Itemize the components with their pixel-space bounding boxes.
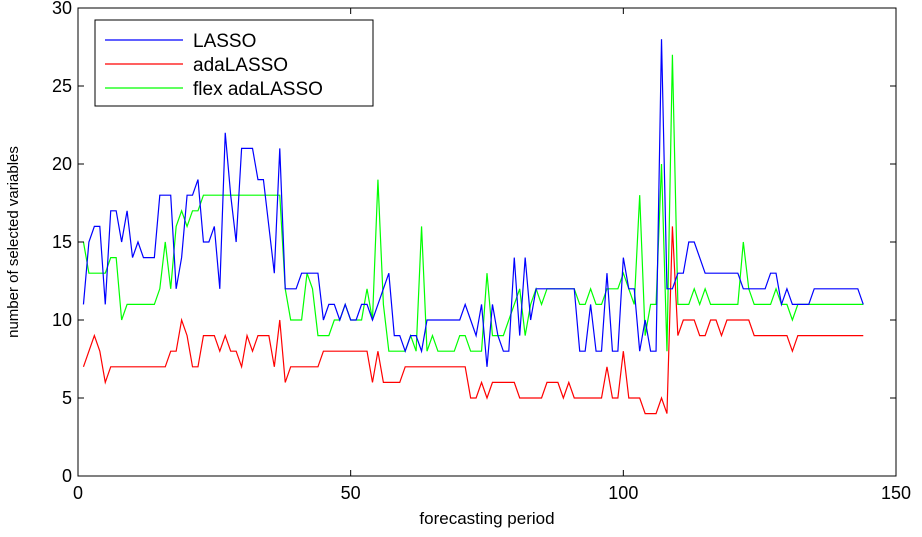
plot-frame: [77, 7, 897, 477]
frame-layer: [77, 7, 897, 477]
x-tick-label: 50: [341, 483, 361, 503]
series-line-flex-adalasso: [82, 54, 864, 352]
series-line-lasso: [82, 39, 864, 367]
x-axis-label: forecasting period: [419, 509, 554, 528]
y-tick-label: 30: [52, 0, 72, 18]
y-tick-label: 15: [52, 232, 72, 252]
series-layer: [82, 39, 864, 415]
y-tick-label: 5: [62, 388, 72, 408]
series-line-adalasso: [82, 226, 864, 415]
x-tick-label: 150: [881, 483, 911, 503]
y-tick-label: 0: [62, 466, 72, 486]
legend-label-adalasso: adaLASSO: [193, 55, 288, 76]
legend-label-flex-adalasso: flex adaLASSO: [193, 79, 323, 100]
legend-label-lasso: LASSO: [193, 31, 256, 52]
y-tick-label: 25: [52, 76, 72, 96]
x-tick-label: 100: [608, 483, 638, 503]
legend: LASSO adaLASSO flex adaLASSO: [94, 19, 374, 107]
y-axis-label: number of selected variables: [5, 146, 22, 338]
y-tick-label: 20: [52, 154, 72, 174]
legend-box: [94, 19, 374, 107]
y-tick-label: 10: [52, 310, 72, 330]
x-tick-label: 0: [73, 483, 83, 503]
